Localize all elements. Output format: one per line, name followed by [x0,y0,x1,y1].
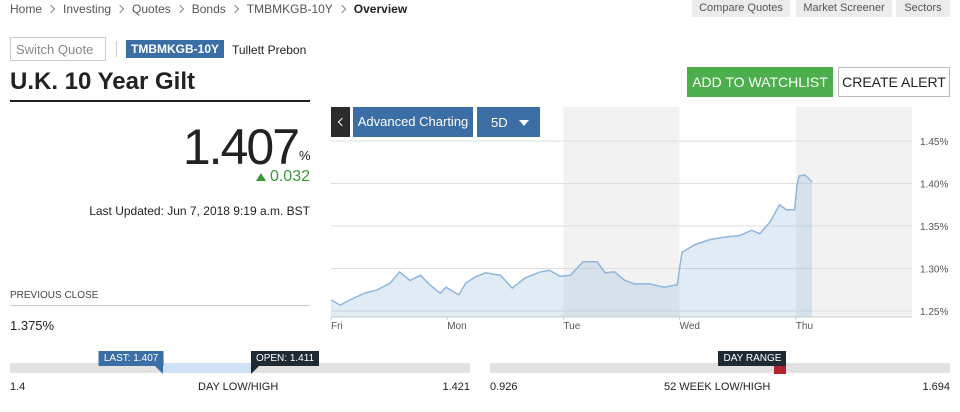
crumb[interactable]: Home [10,2,43,16]
symbol: TMBMKGB-10Y [126,40,225,58]
chart: 1.25% 1.30% 1.35% 1.40% 1.45% Fri Mon Tue Wed Thu [330,107,948,332]
price-change: 0.032 [256,168,310,186]
collapse-button[interactable] [331,107,350,137]
y-tick-label: 1.40% [920,180,948,191]
page-title: U.K. 10 Year Gilt [10,68,195,95]
crumb[interactable]: Bonds [191,2,226,16]
chevron [337,117,347,127]
crumb[interactable]: Quotes [132,2,171,16]
crumb[interactable]: Investing [63,2,112,16]
range-value: 5D [491,115,508,130]
watchlist-button[interactable]: ADD TO WATCHLIST [687,67,833,97]
previous-close-label: PREVIOUS CLOSE [10,290,99,301]
top-button[interactable]: Market Screener [796,0,892,17]
chevron [115,4,125,14]
breadcrumb: Home Investing Quotes Bonds TMBMKGB-10Y … [10,2,407,16]
chevron [175,4,184,14]
day-range-label: DAY LOW/HIGH [198,381,279,393]
x-tick-label: Tue [563,321,580,332]
chevron [337,4,347,14]
day-high: 1.421 [442,381,470,393]
day-low: 1.4 [10,381,26,393]
price-unit: % [299,148,311,163]
line [330,174,813,306]
open-pointer [250,366,259,374]
x-tick-label: Wed [680,321,700,332]
day-range-fill [163,363,251,373]
top-button[interactable]: Sectors [896,0,950,17]
previous-close-value: 1.375% [10,318,55,333]
last-pointer [155,366,164,374]
y-tick-label: 1.35% [920,222,948,233]
alert-button[interactable]: CREATE ALERT [838,67,950,97]
source: Tullett Prebon [232,43,307,57]
area [331,175,813,317]
x-tick-label: Mon [447,321,466,332]
day-band [795,107,912,317]
week52-track [490,363,950,373]
day-band [563,107,680,317]
price: 1.407 [182,119,300,175]
rule [10,305,310,306]
divider [116,41,117,57]
open-flag: OPEN: 1.411 [250,351,320,366]
rule [10,100,310,102]
caret [519,120,529,126]
week52-low: 0.926 [490,381,518,393]
crumb-current: Overview [353,2,408,16]
y-tick-label: 1.25% [920,307,948,318]
last-flag: LAST: 1.407 [98,351,164,366]
crumb[interactable]: TMBMKGB-10Y [246,2,333,16]
x-tick-label: Fri [331,321,343,332]
advanced-charting-button[interactable]: Advanced Charting [353,107,473,137]
search-input[interactable]: Switch Quote [10,37,106,61]
week52-high: 1.694 [922,381,950,393]
x-tick-label: Thu [796,321,813,332]
y-tick-label: 1.45% [920,137,948,148]
chevron [230,4,240,14]
top-button[interactable]: Compare Quotes [692,0,790,17]
day-range-flag: DAY RANGE [718,351,787,366]
range-select[interactable]: 5D [477,107,540,137]
chevron [46,4,56,14]
last-updated: Last Updated: Jun 7, 2018 9:19 a.m. BST [89,204,310,218]
y-tick-label: 1.30% [920,265,948,276]
week52-label: 52 WEEK LOW/HIGH [664,381,771,393]
